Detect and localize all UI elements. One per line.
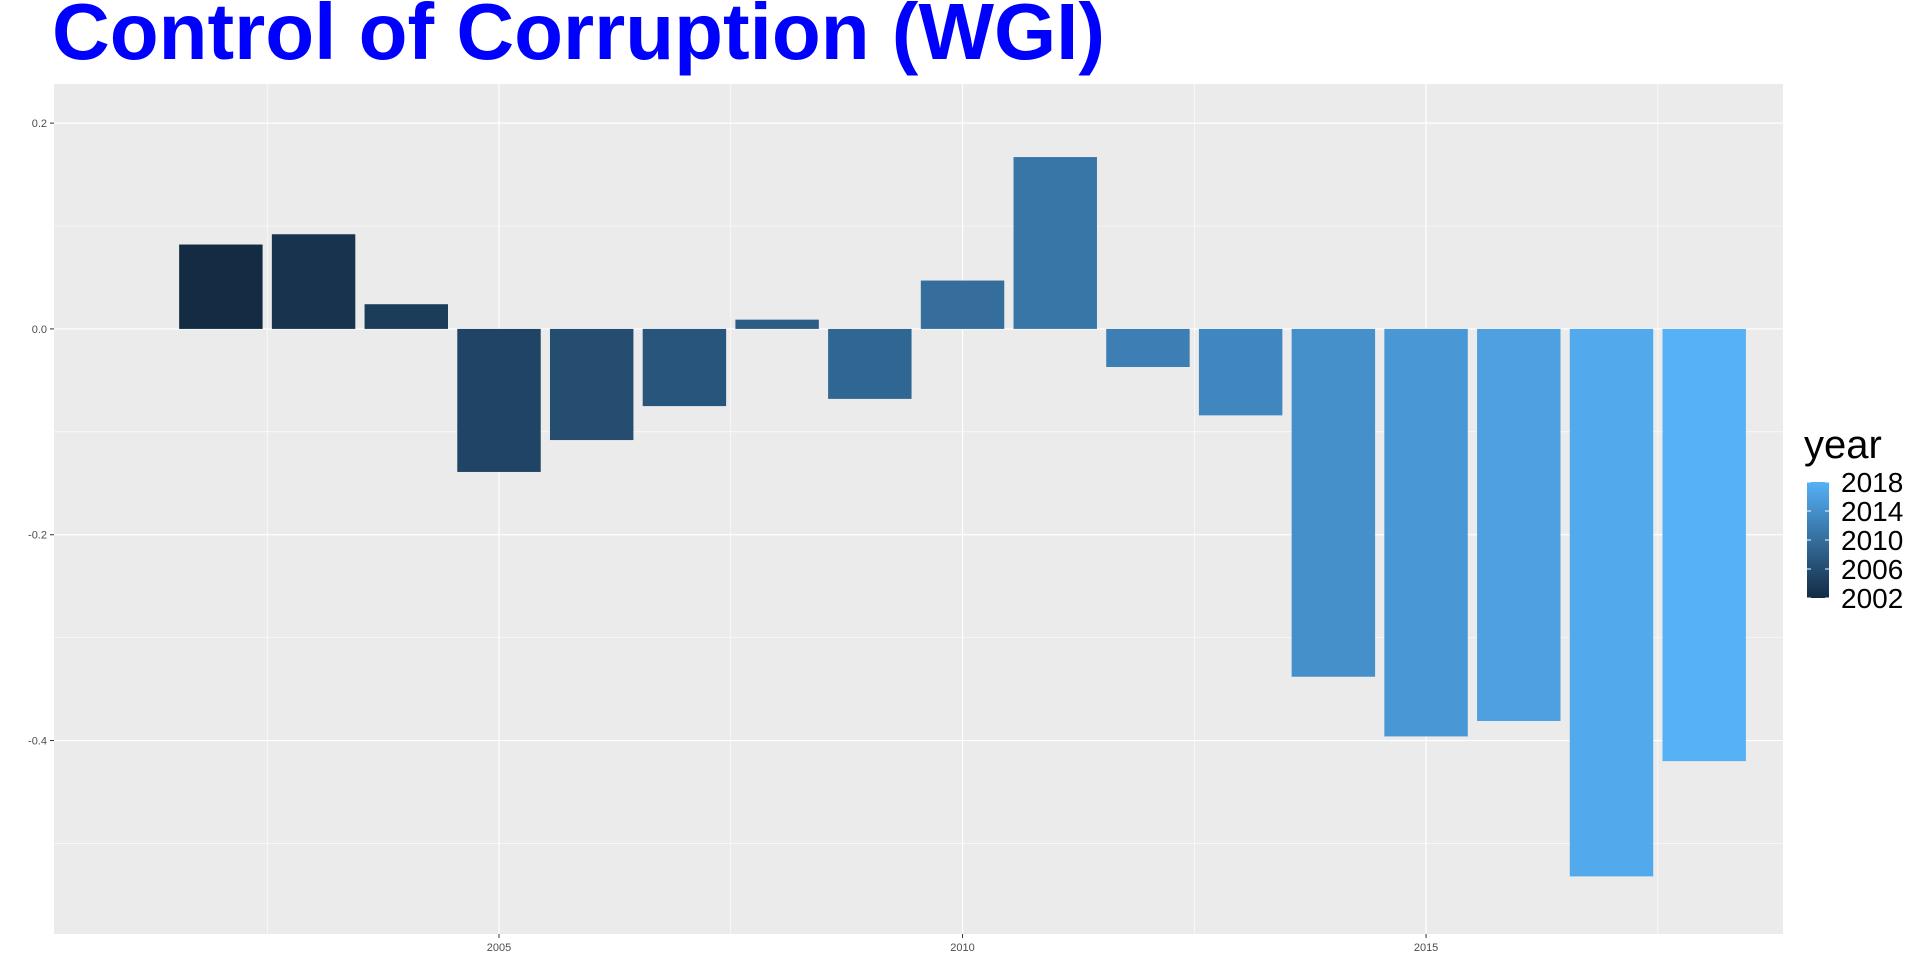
bar-2011: [1013, 157, 1097, 329]
bar-2008: [735, 319, 819, 329]
bar-2015: [1384, 328, 1468, 737]
y-tick-label: -0.2: [28, 530, 47, 542]
x-axis: 2005 2010 2015: [487, 934, 1438, 954]
y-axis: 0.2 0.0 -0.2 -0.4: [28, 118, 54, 748]
bars: [179, 157, 1746, 877]
y-tick-label: 0.0: [32, 324, 47, 336]
bar-2012: [1106, 328, 1190, 367]
chart-title: Control of Corruption (WGI): [52, 0, 1106, 76]
minor-gridlines: [54, 84, 1783, 934]
legend-label: 2006: [1841, 554, 1903, 585]
bar-2016: [1477, 328, 1561, 721]
bar-2010: [920, 280, 1005, 329]
legend-label: 2002: [1841, 583, 1903, 614]
bar-2003: [271, 234, 356, 329]
legend-colorbar: [1807, 482, 1829, 598]
bar-2018: [1662, 328, 1746, 762]
bar-2005: [457, 328, 541, 472]
bar-2009: [828, 328, 912, 399]
legend-label: 2010: [1841, 525, 1903, 556]
y-tick-label: 0.2: [32, 118, 47, 130]
x-tick-label: 2010: [950, 942, 974, 954]
bar-2013: [1198, 328, 1283, 416]
x-tick-label: 2005: [487, 942, 511, 954]
legend-label: 2014: [1841, 496, 1903, 527]
legend-label: 2018: [1841, 467, 1903, 498]
x-tick-label: 2015: [1414, 942, 1438, 954]
y-tick-label: -0.4: [28, 736, 47, 748]
bar-2007: [642, 328, 727, 407]
bar-2014: [1291, 328, 1376, 677]
legend-title: year: [1804, 423, 1882, 467]
bar-2017: [1569, 328, 1654, 877]
bar-2002: [179, 244, 263, 329]
bar-2004: [364, 304, 449, 329]
bar-2006: [549, 328, 634, 441]
